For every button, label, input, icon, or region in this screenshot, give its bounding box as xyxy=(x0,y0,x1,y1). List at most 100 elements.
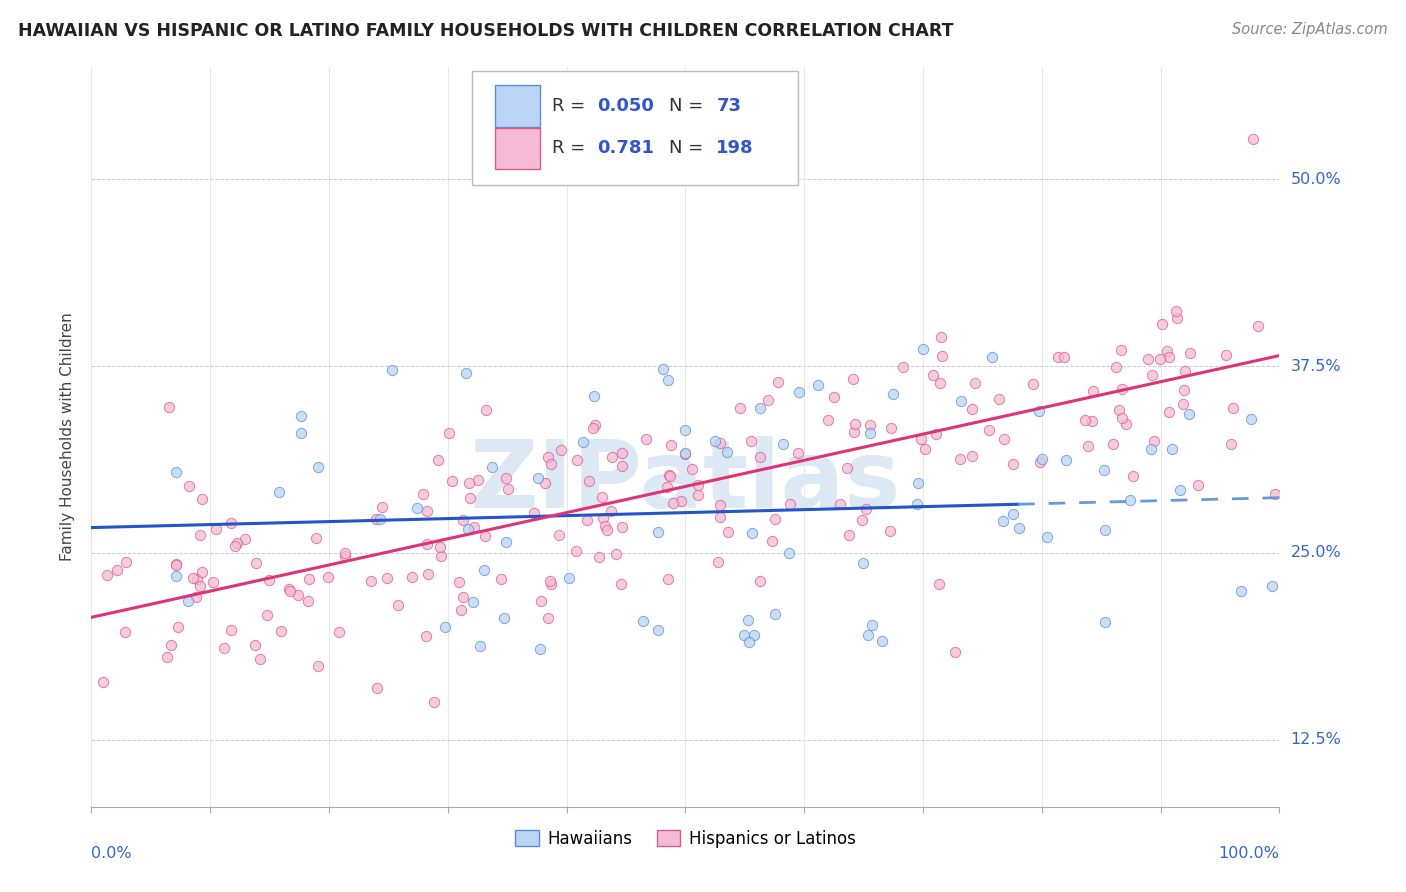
Point xyxy=(224,539,246,553)
Point xyxy=(181,571,204,585)
Point xyxy=(600,450,623,464)
Point xyxy=(1122,469,1144,483)
Point xyxy=(709,435,731,450)
Point xyxy=(450,603,472,617)
Point xyxy=(657,373,679,387)
Point xyxy=(1166,310,1188,325)
Text: 12.5%: 12.5% xyxy=(1291,732,1341,747)
Point xyxy=(523,506,546,520)
Point xyxy=(1168,483,1191,498)
Point xyxy=(1173,397,1195,411)
Point xyxy=(980,350,1002,364)
FancyBboxPatch shape xyxy=(495,86,540,127)
Point xyxy=(304,531,326,545)
Point xyxy=(412,486,434,500)
Point xyxy=(659,469,682,483)
Point xyxy=(786,446,808,460)
Point xyxy=(737,635,759,649)
Point xyxy=(179,479,201,493)
Point xyxy=(658,468,681,483)
Point xyxy=(212,640,235,655)
Point xyxy=(333,546,356,560)
Legend: Hawaiians, Hispanics or Latinos: Hawaiians, Hispanics or Latinos xyxy=(509,823,862,855)
Point xyxy=(859,418,882,433)
Point xyxy=(204,522,226,536)
Point xyxy=(91,675,114,690)
Point xyxy=(977,423,1000,437)
Point xyxy=(688,478,710,492)
Point xyxy=(440,474,463,488)
Point xyxy=(949,452,972,467)
Point xyxy=(537,450,560,465)
Point xyxy=(449,575,471,590)
Point xyxy=(765,607,787,621)
Point xyxy=(610,577,633,591)
Point xyxy=(1094,615,1116,629)
Point xyxy=(1240,412,1263,426)
Point xyxy=(540,457,562,471)
Point xyxy=(749,401,772,416)
Point xyxy=(538,574,561,588)
Point xyxy=(605,548,627,562)
Point xyxy=(1174,364,1197,378)
Point xyxy=(763,512,786,526)
Point xyxy=(115,556,138,570)
Point xyxy=(429,549,451,564)
Point xyxy=(600,504,623,518)
Point xyxy=(416,504,439,518)
Text: ZIPatlas: ZIPatlas xyxy=(470,435,901,527)
Point xyxy=(1140,368,1163,382)
Point xyxy=(578,474,600,488)
Point xyxy=(1053,350,1076,364)
Point xyxy=(548,528,571,542)
Point xyxy=(963,376,986,391)
Text: N =: N = xyxy=(669,97,709,115)
Point xyxy=(740,434,762,448)
Point xyxy=(270,624,292,638)
Point xyxy=(105,562,128,576)
Point xyxy=(1264,487,1286,501)
Point xyxy=(748,450,770,464)
Point xyxy=(427,452,450,467)
Point xyxy=(1081,384,1104,398)
Point xyxy=(1022,376,1045,391)
Point xyxy=(657,572,679,586)
Point xyxy=(993,432,1015,446)
Point xyxy=(269,485,291,500)
Point xyxy=(716,524,738,539)
Point xyxy=(583,417,606,432)
Point xyxy=(226,536,249,550)
Point xyxy=(593,519,616,533)
Point xyxy=(1077,439,1099,453)
Point xyxy=(882,386,904,401)
Point xyxy=(949,394,972,409)
Text: 198: 198 xyxy=(716,139,754,157)
Point xyxy=(360,574,382,588)
Point xyxy=(184,590,207,604)
Point xyxy=(1105,360,1128,375)
Point xyxy=(914,442,936,456)
Point xyxy=(454,366,477,380)
Point xyxy=(458,491,481,505)
Point xyxy=(1149,352,1171,367)
Point xyxy=(495,471,517,485)
Point xyxy=(592,511,614,525)
Point xyxy=(1157,405,1180,419)
Point xyxy=(582,389,605,403)
Point xyxy=(1222,401,1244,415)
Point xyxy=(872,634,894,648)
Point xyxy=(737,613,759,627)
Point xyxy=(879,524,901,538)
Point xyxy=(494,611,516,625)
Point xyxy=(165,558,187,572)
Point xyxy=(191,565,214,579)
Point xyxy=(742,628,765,642)
Point xyxy=(610,519,633,533)
Text: 0.0%: 0.0% xyxy=(91,847,132,861)
Point xyxy=(842,425,865,439)
Point xyxy=(960,402,983,417)
Point xyxy=(1230,584,1253,599)
Point xyxy=(891,359,914,374)
Point xyxy=(565,452,588,467)
Point xyxy=(387,598,409,612)
